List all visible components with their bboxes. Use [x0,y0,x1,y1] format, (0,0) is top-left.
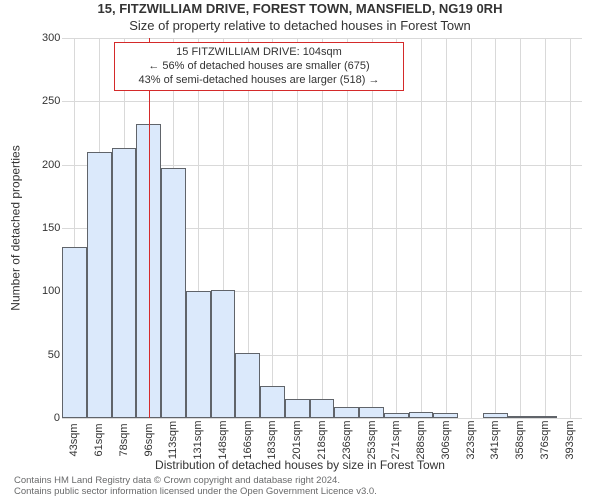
x-tick-label: 201sqm [291,420,303,459]
gridline-v [396,38,397,418]
property-size-chart-page: 15, FITZWILLIAM DRIVE, FOREST TOWN, MANS… [0,0,600,500]
gridline-v [347,38,348,418]
x-tick-label: 183sqm [266,420,278,459]
gridline-v [297,38,298,418]
x-tick-label: 96sqm [143,423,155,456]
histogram-bar [235,353,260,418]
plot-inner: 15 FITZWILLIAM DRIVE: 104sqm← 56% of det… [62,38,582,418]
footer-attribution: Contains HM Land Registry data © Crown c… [14,476,377,498]
plot-area: 15 FITZWILLIAM DRIVE: 104sqm← 56% of det… [62,38,582,418]
x-tick-label: 341sqm [489,420,501,459]
x-tick-label: 358sqm [514,420,526,459]
y-axis-label: Number of detached properties [8,38,24,418]
x-tick-label: 253sqm [366,420,378,459]
x-tick-label: 323sqm [465,420,477,459]
x-tick-label: 271sqm [390,420,402,459]
x-tick-label: 113sqm [167,421,179,459]
x-tick-label: 218sqm [316,420,328,459]
y-tick-label: 0 [42,412,60,424]
footer-line-2: Contains public sector information licen… [14,487,377,498]
chart-subtitle: Size of property relative to detached ho… [0,18,600,33]
histogram-bar [285,399,310,418]
gridline-v [545,38,546,418]
gridline-v [446,38,447,418]
gridline-v [520,38,521,418]
gridline-v [495,38,496,418]
y-tick-label: 150 [42,222,60,234]
gridline-v [471,38,472,418]
histogram-bar [334,407,359,418]
x-tick-label: 61sqm [93,423,105,456]
annotation-line: 15 FITZWILLIAM DRIVE: 104sqm [121,46,397,60]
annotation-line: 43% of semi-detached houses are larger (… [121,74,397,88]
histogram-bar [310,399,335,418]
x-tick-label: 376sqm [539,420,551,459]
y-tick-label: 200 [42,159,60,171]
histogram-bar [211,290,236,418]
y-axis-label-text: Number of detached properties [9,145,23,310]
x-tick-label: 78sqm [118,423,130,456]
annotation-line: ← 56% of detached houses are smaller (67… [121,60,397,74]
gridline-v [570,38,571,418]
gridline-v [372,38,373,418]
y-tick-label: 300 [42,32,60,44]
histogram-bar [62,247,87,418]
y-tick-label: 50 [42,349,60,361]
histogram-bar [260,386,285,418]
chart-title-address: 15, FITZWILLIAM DRIVE, FOREST TOWN, MANS… [0,1,600,16]
reference-line [149,38,150,418]
y-tick-label: 250 [42,95,60,107]
annotation-box: 15 FITZWILLIAM DRIVE: 104sqm← 56% of det… [114,42,404,91]
histogram-bar [186,291,211,418]
x-tick-label: 236sqm [341,420,353,459]
gridline-v [272,38,273,418]
x-tick-label: 288sqm [415,420,427,459]
histogram-bar [87,152,112,418]
x-tick-label: 131sqm [192,420,204,459]
x-tick-label: 166sqm [242,420,254,459]
y-tick-label: 100 [42,285,60,297]
histogram-bar [112,148,137,418]
x-tick-label: 148sqm [217,420,229,459]
y-axis-ticks: 050100150200250300 [42,38,60,418]
gridline-v [421,38,422,418]
histogram-bar [161,168,186,418]
gridline-v [322,38,323,418]
x-axis-label: Distribution of detached houses by size … [0,458,600,472]
x-tick-label: 306sqm [440,420,452,459]
histogram-bar [359,407,384,418]
x-tick-label: 43sqm [68,423,80,456]
x-tick-label: 393sqm [564,420,576,459]
